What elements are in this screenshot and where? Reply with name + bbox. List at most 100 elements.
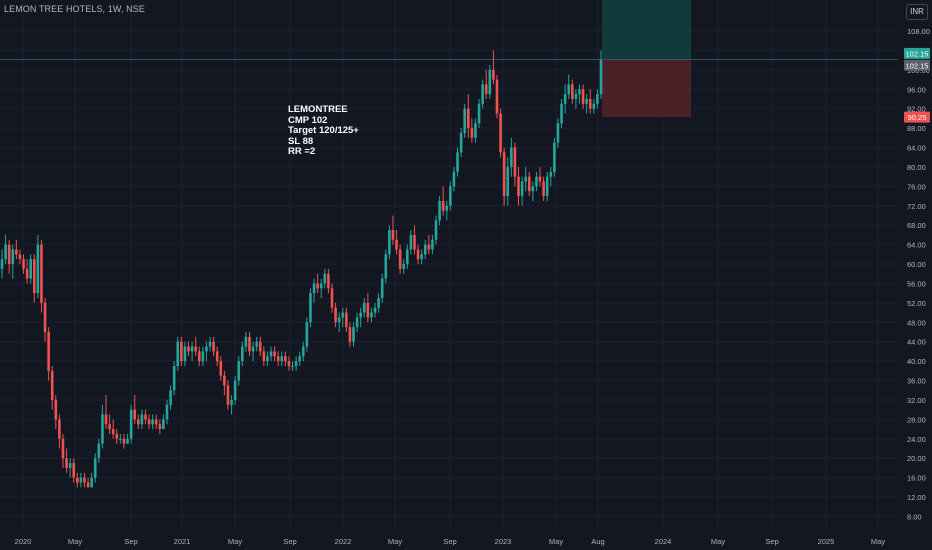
candle-body: [205, 346, 208, 352]
candle-body: [574, 94, 578, 99]
price-tag-box: [904, 47, 930, 59]
candle-body: [359, 312, 362, 318]
annotation-note[interactable]: LEMONTREE CMP 102 Target 120/125+ SL 88 …: [288, 104, 359, 158]
candle-body: [226, 385, 230, 405]
candle-body: [423, 244, 427, 255]
candle-body: [413, 234, 416, 250]
candle-body: [7, 244, 11, 265]
candle-body: [108, 424, 111, 430]
candle-body: [18, 254, 22, 260]
time-tick-label: Sep: [124, 537, 137, 546]
candle-body: [542, 181, 545, 197]
candle-body: [255, 341, 258, 347]
candle-body: [463, 108, 467, 133]
candle-body: [241, 346, 244, 362]
candle-body: [215, 351, 219, 362]
candle-body: [119, 438, 122, 440]
candle-body: [434, 220, 438, 240]
candle-body: [291, 365, 294, 367]
price-tag-box: [904, 59, 930, 71]
candle-body: [395, 239, 398, 250]
candle-body: [169, 390, 172, 405]
candle-body: [266, 356, 269, 362]
candle-body: [151, 419, 154, 425]
price-tags: 102.15 102.15 90.25: [904, 47, 930, 123]
price-tag-label: 102.15: [906, 49, 929, 58]
risk-reward-zones[interactable]: [0, 0, 898, 118]
candle-body: [402, 264, 406, 269]
candle-body: [527, 176, 531, 192]
candle-body: [452, 171, 456, 187]
price-tick-label: 108.00: [907, 27, 930, 36]
candle-body: [391, 230, 395, 240]
candle-body: [481, 84, 484, 104]
candle-body: [578, 89, 581, 95]
price-axis[interactable]: 108.00104.00100.0096.0092.0088.0084.0080…: [907, 27, 930, 522]
time-tick-label: May: [711, 537, 725, 546]
candle-body: [535, 176, 538, 187]
candle-body: [409, 234, 413, 250]
candle-body: [76, 477, 79, 483]
candle-body: [431, 239, 434, 250]
time-axis[interactable]: 2020 May Sep 2021 May Sep 2022 May Sep 2023 May Aug…: [15, 537, 886, 546]
price-tag-box: [904, 111, 930, 123]
candle-body: [524, 176, 527, 182]
candle-body: [373, 307, 377, 313]
candle-body: [147, 419, 151, 425]
candle-body: [280, 356, 284, 362]
price-tick-label: 44.00: [907, 338, 926, 347]
candle-body: [380, 278, 384, 299]
time-tick-label: May: [68, 537, 82, 546]
candle-body: [506, 166, 510, 197]
price-tick-label: 32.00: [907, 396, 926, 405]
candle-body: [531, 186, 535, 192]
candle-body: [15, 249, 18, 255]
candle-body: [341, 312, 345, 318]
candle-body: [158, 424, 162, 430]
candle-body: [406, 249, 409, 265]
annotation-line: SL 88: [288, 135, 314, 147]
candle-body: [230, 399, 233, 405]
price-tick-label: 16.00: [907, 474, 926, 483]
candle-body: [513, 147, 517, 177]
candle-body: [398, 249, 402, 269]
candle-body: [298, 356, 302, 362]
candle-body: [337, 317, 341, 323]
candle-body: [466, 108, 470, 129]
candle-body: [596, 94, 599, 104]
candle-body: [111, 429, 115, 434]
candle-body: [83, 477, 86, 483]
candle-body: [545, 176, 549, 197]
candle-body: [456, 152, 459, 172]
price-tick-label: 96.00: [907, 85, 926, 94]
candle-body: [40, 244, 43, 303]
candle-body: [129, 409, 133, 439]
candle-body: [165, 404, 169, 420]
candle-body: [122, 438, 126, 444]
annotation-line: RR =2: [288, 146, 316, 157]
price-tick-label: 92.00: [907, 105, 926, 114]
candle-body: [187, 346, 190, 352]
candle-body: [101, 414, 104, 444]
price-tag-label: 90.25: [908, 113, 927, 122]
price-tag-label: 102.15: [906, 61, 929, 70]
candle-body: [4, 244, 7, 260]
candle-body: [316, 283, 319, 289]
candle-body: [72, 463, 76, 478]
time-tick-label: 2022: [335, 537, 352, 546]
candle-body: [172, 365, 176, 391]
candle-body: [90, 477, 93, 488]
candle-body: [58, 419, 61, 439]
time-tick-label: May: [549, 537, 563, 546]
candle-body: [517, 176, 520, 197]
price-tick-label: 68.00: [907, 221, 926, 230]
candle-body: [54, 399, 58, 420]
candle-body: [233, 380, 237, 400]
currency-button[interactable]: INR: [906, 4, 928, 20]
chart-grid: [0, 0, 898, 530]
candle-body: [553, 142, 556, 172]
time-tick-label: May: [871, 537, 885, 546]
candle-body: [312, 283, 316, 294]
candle-body: [104, 414, 108, 425]
